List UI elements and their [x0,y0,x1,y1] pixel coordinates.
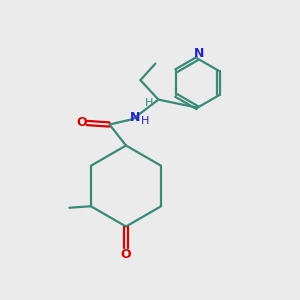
Text: N: N [194,47,204,61]
Text: N: N [130,111,140,124]
Text: O: O [121,248,131,261]
Text: H: H [145,98,154,108]
Text: H: H [141,116,150,127]
Text: O: O [76,116,87,130]
